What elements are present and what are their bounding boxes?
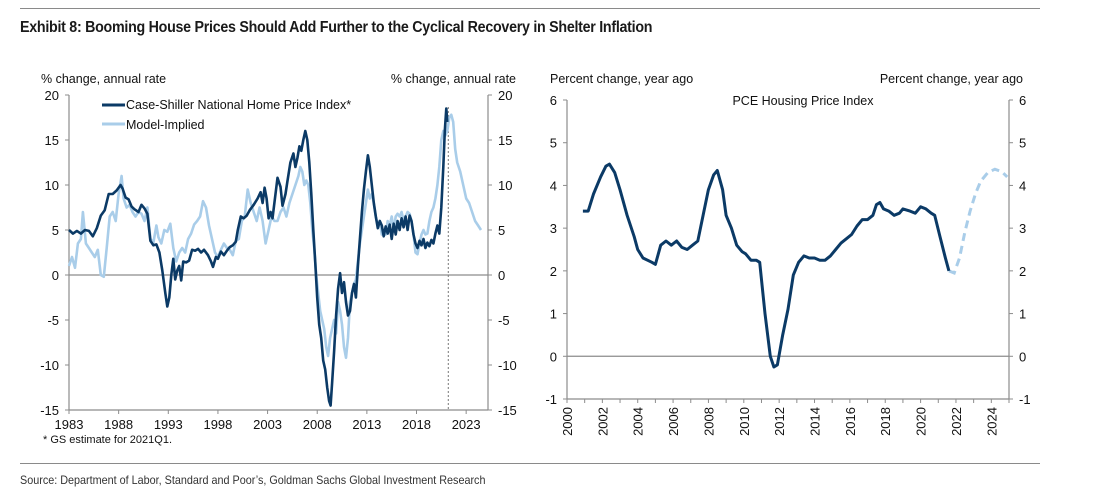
y-tick-label: 5 — [550, 136, 557, 151]
x-tick-label: 2023 — [452, 417, 481, 432]
left-axis-label: Percent change, year ago — [550, 72, 693, 86]
x-tick-label: 1988 — [104, 417, 133, 432]
y-tick-label: 5 — [52, 223, 59, 238]
left-axis-label: % change, annual rate — [41, 72, 166, 86]
y-tick-label-right: -1 — [1019, 392, 1031, 407]
x-tick-label: 2022 — [949, 407, 964, 436]
y-tick-label: 6 — [550, 93, 557, 108]
y-tick-label-right: 2 — [1019, 264, 1026, 279]
y-tick-label: 15 — [45, 133, 59, 148]
x-tick-label: 2020 — [914, 407, 929, 436]
x-tick-label: 1993 — [154, 417, 183, 432]
x-tick-label: 2006 — [666, 407, 681, 436]
y-tick-label: 2 — [550, 264, 557, 279]
legend: Case-Shiller National Home Price Index* … — [102, 98, 351, 132]
series-line-pce-actual — [582, 162, 951, 369]
y-tick-label-right: 0 — [1019, 349, 1026, 364]
x-tick-label: 1983 — [55, 417, 84, 432]
y-tick-label-right: 3 — [1019, 221, 1026, 236]
y-tick-label-right: 15 — [498, 133, 512, 148]
y-tick-label-right: 5 — [498, 223, 505, 238]
exhibit-title: Exhibit 8: Booming House Prices Should A… — [20, 19, 653, 36]
y-tick-label: 0 — [52, 268, 59, 283]
legend-label-model-implied: Model-Implied — [126, 118, 205, 132]
y-tick-label-right: 1 — [1019, 307, 1026, 322]
y-tick-label: -15 — [40, 403, 59, 418]
x-tick-label: 2016 — [843, 407, 858, 436]
x-tick-label: 2013 — [352, 417, 381, 432]
x-tick-label: 2014 — [808, 407, 823, 436]
y-tick-label: 10 — [45, 178, 59, 193]
footnote: * GS estimate for 2021Q1. — [43, 434, 172, 446]
y-tick-label: 20 — [45, 88, 59, 103]
series-line-case-shiller — [68, 107, 449, 407]
y-tick-label-right: -15 — [498, 403, 517, 418]
y-tick-label: 3 — [550, 221, 557, 236]
series-line-model-implied — [67, 113, 483, 360]
source-note: Source: Department of Labor, Standard an… — [20, 473, 486, 487]
y-tick-label-right: 6 — [1019, 93, 1026, 108]
bottom-rule — [20, 463, 1040, 464]
x-tick-label: 2008 — [303, 417, 332, 432]
x-tick-label: 1998 — [203, 417, 232, 432]
y-tick-label: 1 — [550, 307, 557, 322]
y-tick-label-right: -10 — [498, 358, 517, 373]
x-tick-label: 2000 — [560, 407, 575, 436]
legend-label-case-shiller: Case-Shiller National Home Price Index* — [126, 98, 351, 112]
y-tick-label-right: 10 — [498, 178, 512, 193]
x-tick-label: 2018 — [878, 407, 893, 436]
y-tick-label: -5 — [47, 313, 59, 328]
x-tick-label: 2012 — [772, 407, 787, 436]
right-axis-label: Percent change, year ago — [880, 72, 1023, 86]
y-tick-label: 0 — [550, 349, 557, 364]
top-rule — [20, 8, 1040, 9]
y-tick-label: -10 — [40, 358, 59, 373]
y-tick-label-right: -5 — [498, 313, 510, 328]
y-tick-label: 4 — [550, 178, 557, 193]
y-tick-label-right: 4 — [1019, 178, 1026, 193]
left-chart-case-shiller: % change, annual rate % change, annual r… — [40, 72, 517, 446]
x-tick-label: 2008 — [701, 407, 716, 436]
x-tick-label: 2002 — [595, 407, 610, 436]
x-tick-label: 2024 — [984, 407, 999, 436]
x-tick-label: 2010 — [737, 407, 752, 436]
chart-title: PCE Housing Price Index — [732, 94, 874, 108]
y-tick-label-right: 5 — [1019, 136, 1026, 151]
x-tick-label: 2003 — [253, 417, 282, 432]
right-axis-label: % change, annual rate — [391, 72, 516, 86]
x-tick-label: 2004 — [631, 407, 646, 436]
y-tick-label-right: 0 — [498, 268, 505, 283]
y-tick-label-right: 20 — [498, 88, 512, 103]
x-tick-label: 2018 — [402, 417, 431, 432]
series-line-pce-forecast — [948, 167, 1009, 275]
